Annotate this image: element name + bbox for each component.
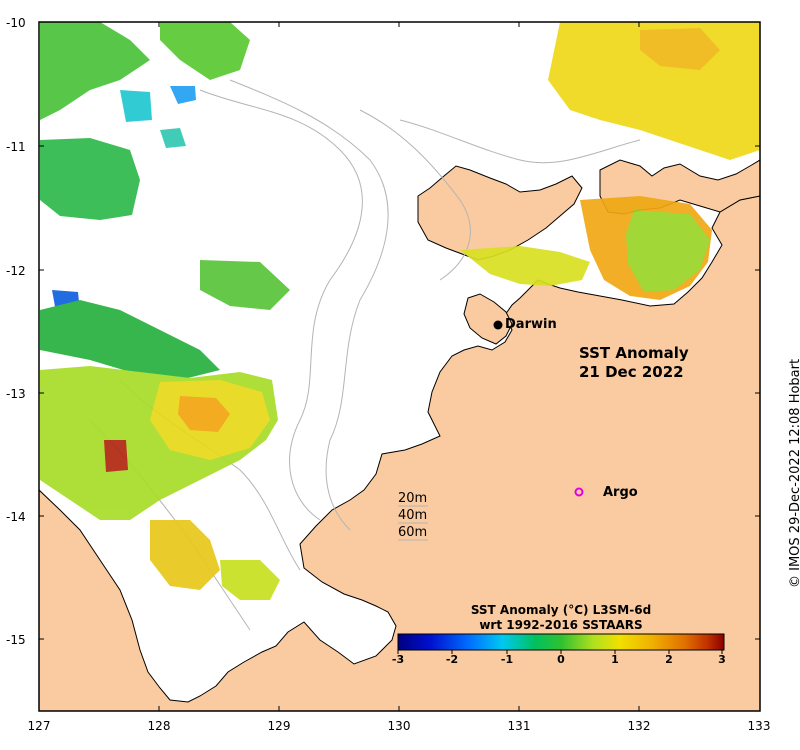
ytick-label: -11 <box>6 140 26 154</box>
place-label-argo: Argo <box>603 485 638 500</box>
axis-ticks <box>39 21 760 711</box>
colorbar-title-line1: SST Anomaly (°C) L3SM-6d <box>470 603 652 617</box>
place-label-darwin: Darwin <box>505 317 557 332</box>
depth-label-40m: 40m <box>398 508 428 523</box>
patch-orange-south <box>150 520 220 590</box>
colorbar-tick-label: 1 <box>611 653 619 666</box>
patch-cyan <box>120 90 152 122</box>
colorbar-tick-label: -2 <box>445 653 459 666</box>
patch-green-gulf <box>626 210 710 292</box>
land <box>39 159 760 711</box>
colorbar-title: SST Anomaly (°C) L3SM-6d wrt 1992-2016 S… <box>398 603 724 633</box>
ytick-label: -13 <box>6 387 26 401</box>
credit-text: © IMOS 29-Dec-2022 12:08 Hobart <box>788 358 800 588</box>
colorbar-tick-label: -1 <box>500 653 514 666</box>
sst-anomaly-patches <box>40 22 760 600</box>
map-title-line1: SST Anomaly <box>579 344 689 362</box>
land-cobourg-peninsula <box>417 165 583 261</box>
depth-label-20m: 20m <box>398 491 428 506</box>
depth-legend-lines <box>398 505 428 541</box>
map-title: SST Anomaly 21 Dec 2022 <box>579 344 689 382</box>
patch-orange-northeast <box>640 28 720 70</box>
colorbar-tick-label: 3 <box>718 653 726 666</box>
patch-cyan-2 <box>160 128 186 148</box>
colorbar-ticks <box>397 650 723 654</box>
xtick-label: 133 <box>747 719 771 733</box>
patch-yellow-darwin <box>460 246 590 286</box>
ytick-label: -12 <box>6 264 26 278</box>
colorbar-tick-label: -3 <box>391 653 405 666</box>
patch-orange-center <box>178 396 230 432</box>
ytick-label: -10 <box>6 16 26 30</box>
patch-yellow-south <box>220 560 280 600</box>
xtick-label: 132 <box>627 719 651 733</box>
land-melville-island <box>463 293 513 345</box>
colorbar <box>397 633 725 651</box>
land-mainland <box>39 195 760 711</box>
xtick-label: 127 <box>27 719 51 733</box>
patch-green-north-2 <box>160 22 250 80</box>
darwin-marker <box>493 320 503 330</box>
colorbar-title-line2: wrt 1992-2016 SSTAARS <box>479 618 643 632</box>
patch-green-west <box>40 138 140 220</box>
patch-green-mid <box>200 260 290 310</box>
xtick-label: 131 <box>507 719 531 733</box>
xtick-label: 130 <box>387 719 411 733</box>
patch-red-center <box>104 440 128 472</box>
ytick-label: -14 <box>6 510 26 524</box>
patch-blue <box>170 86 196 104</box>
xtick-label: 128 <box>147 719 171 733</box>
xtick-label: 129 <box>267 719 291 733</box>
patch-green-north <box>40 22 150 120</box>
ytick-label: -15 <box>6 633 26 647</box>
map-title-date: 21 Dec 2022 <box>579 363 684 381</box>
depth-label-60m: 60m <box>398 525 428 540</box>
colorbar-tick-label: 2 <box>665 653 673 666</box>
colorbar-tick-label: 0 <box>557 653 565 666</box>
patch-green-mid-2 <box>40 300 220 380</box>
argo-marker <box>574 487 584 497</box>
